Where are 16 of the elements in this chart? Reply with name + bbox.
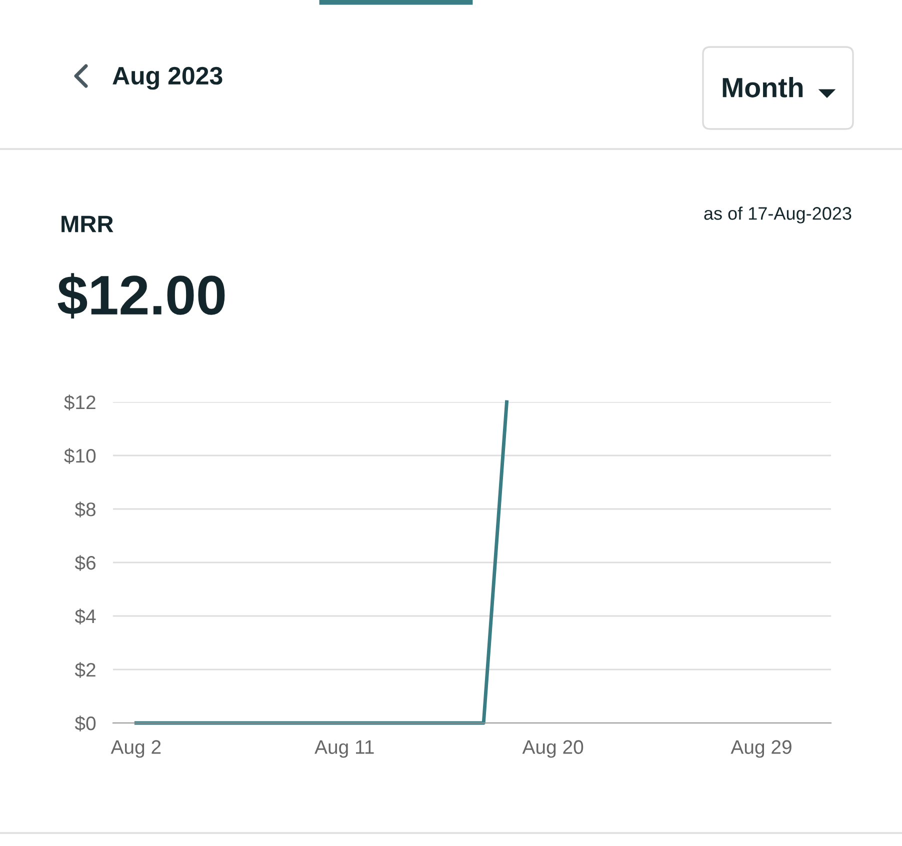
y-tick-label: $4 bbox=[74, 608, 96, 624]
y-tick-label: $2 bbox=[74, 662, 96, 678]
text: as of 17-Aug-2023 bbox=[704, 206, 852, 224]
x-tick-label: Aug 2 bbox=[110, 740, 161, 758]
y-tick-label: $0 bbox=[74, 716, 96, 732]
x-tick-label: Aug 11 bbox=[314, 740, 374, 758]
chart-subtitle: $12.00 bbox=[58, 273, 225, 318]
x-tick-label: Aug 20 bbox=[522, 740, 584, 758]
y-tick-label: $6 bbox=[74, 555, 96, 571]
x-tick-label: Aug 29 bbox=[730, 740, 792, 758]
chart-title: MRR bbox=[62, 216, 114, 232]
y-tick-label: $10 bbox=[64, 448, 96, 464]
y-tick-label: $12 bbox=[64, 394, 96, 410]
y-tick-label: $8 bbox=[74, 502, 96, 518]
text: Month bbox=[722, 77, 803, 98]
text: Aug 2023 bbox=[112, 66, 222, 90]
